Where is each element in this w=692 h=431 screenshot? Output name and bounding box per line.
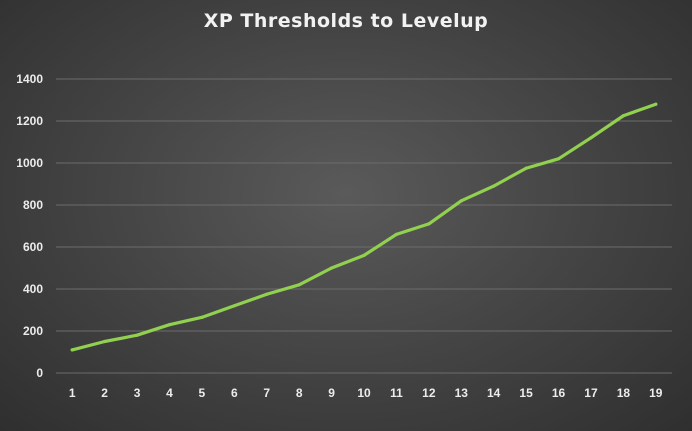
data-point: [427, 222, 431, 226]
x-tick-label: 11: [390, 386, 403, 400]
x-tick-label: 7: [263, 386, 270, 400]
x-tick-label: 9: [328, 386, 335, 400]
x-tick-label: 5: [199, 386, 206, 400]
data-point: [232, 304, 236, 308]
x-tick-label: 14: [487, 386, 501, 400]
chart-title: XP Thresholds to Levelup: [203, 10, 489, 32]
data-point: [329, 266, 334, 270]
data-point: [297, 283, 301, 287]
data-point: [103, 339, 107, 344]
x-tick-label: 10: [357, 386, 371, 400]
y-tick-label: 1000: [16, 156, 43, 170]
x-tick-label: 17: [584, 386, 598, 400]
x-tick-label: 2: [101, 386, 108, 400]
x-tick-label: 3: [134, 386, 141, 400]
x-tick-label: 13: [455, 386, 469, 400]
gridlines: [56, 78, 672, 374]
y-axis-tick-labels: 0 200 400 600 800 1000 1200 1400: [16, 72, 43, 380]
data-point: [362, 253, 366, 257]
data-point: [394, 232, 399, 236]
data-point: [200, 315, 204, 319]
x-tick-label: 6: [231, 386, 238, 400]
x-tick-label: 12: [422, 386, 436, 400]
data-point: [621, 114, 625, 118]
data-point: [167, 323, 172, 327]
data-points: [70, 102, 658, 352]
data-point: [556, 157, 561, 161]
x-tick-label: 1: [69, 386, 76, 400]
series-line: [70, 102, 658, 352]
y-tick-label: 800: [23, 198, 43, 212]
x-tick-label: 19: [649, 386, 663, 400]
data-point: [70, 348, 74, 352]
x-axis-tick-labels: 1 2 3 4 5 6 7 8 9 10 11 12 13 14 15 16 17 18 19: [69, 386, 663, 400]
data-point: [265, 292, 269, 296]
y-tick-label: 1400: [16, 72, 43, 86]
y-tick-label: 400: [23, 282, 43, 296]
data-point: [589, 136, 593, 140]
data-point: [654, 102, 658, 106]
data-point: [524, 166, 528, 170]
data-point: [492, 184, 496, 188]
data-point: [135, 333, 139, 337]
y-tick-label: 0: [36, 366, 43, 380]
y-tick-label: 1200: [16, 114, 43, 128]
data-point: [459, 199, 463, 203]
y-tick-label: 600: [23, 240, 43, 254]
y-tick-label: 200: [23, 324, 43, 338]
x-tick-label: 8: [296, 386, 303, 400]
x-tick-label: 16: [552, 386, 566, 400]
x-tick-label: 4: [166, 386, 173, 400]
x-tick-label: 15: [519, 386, 533, 400]
x-tick-label: 18: [617, 386, 631, 400]
